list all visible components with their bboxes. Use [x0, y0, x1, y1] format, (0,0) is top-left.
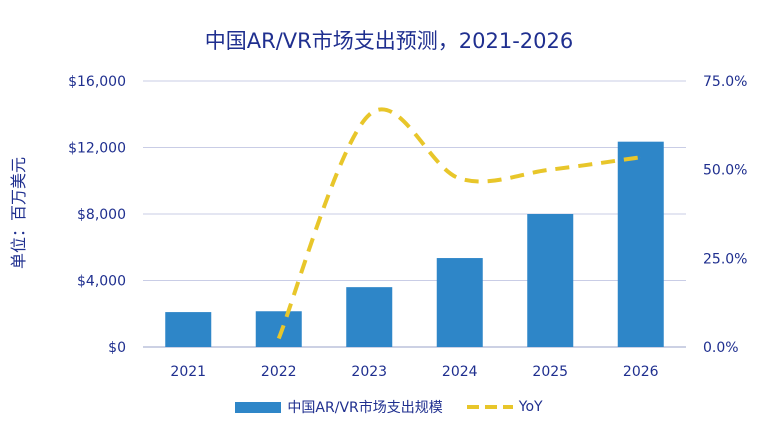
- x-tick-label: 2021: [170, 364, 206, 380]
- y2-tick-label: 50.0%: [703, 163, 747, 179]
- x-tick-label: 2024: [442, 364, 478, 380]
- y-tick-label: $4,000: [77, 274, 126, 290]
- yoy-line: [276, 107, 642, 340]
- x-tick-label: 2026: [623, 364, 659, 380]
- bar: [617, 141, 664, 347]
- chart-title: 中国AR/VR市场支出预测，2021-2026: [204, 29, 574, 53]
- y2-tick-label: 0.0%: [703, 340, 739, 356]
- legend: 中国AR/VR市场支出规模 YoY: [0, 397, 778, 417]
- legend-item-bars: 中国AR/VR市场支出规模: [235, 397, 443, 417]
- x-tick-label: 2025: [532, 364, 568, 380]
- legend-label-yoy: YoY: [518, 399, 543, 415]
- legend-line-swatch: [466, 405, 513, 409]
- legend-item-yoy: YoY: [466, 399, 543, 415]
- bar: [255, 311, 302, 347]
- y2-tick-label: 75.0%: [703, 74, 747, 90]
- y-tick-label: $0: [108, 340, 126, 356]
- y-tick-label: $8,000: [77, 207, 126, 223]
- legend-bar-swatch: [235, 401, 282, 413]
- bar: [436, 258, 483, 347]
- bar: [165, 312, 212, 347]
- bar: [527, 214, 574, 347]
- y-tick-label: $12,000: [68, 141, 126, 157]
- y-tick-label: $16,000: [68, 74, 126, 90]
- x-tick-label: 2023: [351, 364, 387, 380]
- legend-label-bars: 中国AR/VR市场支出规模: [287, 400, 443, 416]
- x-tick-label: 2022: [261, 364, 297, 380]
- bar: [346, 287, 393, 347]
- y2-tick-label: 25.0%: [703, 251, 747, 267]
